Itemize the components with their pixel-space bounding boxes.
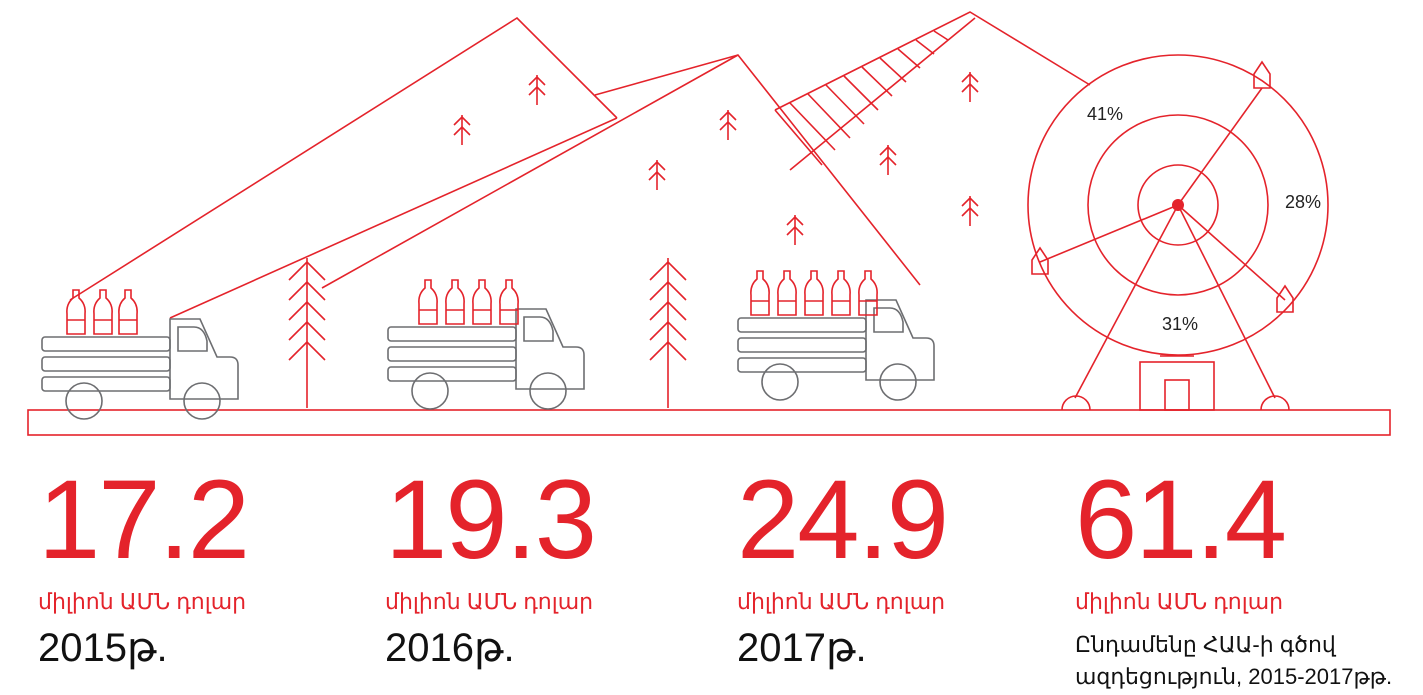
stat-period: 2015թ. <box>38 626 168 670</box>
stat-block: 17.2 միլիոն ԱՄՆ դոլար 2015թ. <box>38 457 378 671</box>
stat-unit: միլիոն ԱՄՆ դոլար <box>1075 589 1284 614</box>
trees <box>288 71 979 409</box>
stat-value: 24.9 <box>737 457 949 582</box>
share-label: 28% <box>1285 192 1321 212</box>
share-label: 41% <box>1087 104 1123 124</box>
illustration: 41% 28% 31% <box>27 11 1391 436</box>
ground <box>27 409 1391 436</box>
share-label: 31% <box>1162 314 1198 334</box>
ferris-wheel: 41% 28% 31% <box>1027 54 1329 411</box>
stat-value: 19.3 <box>385 457 597 582</box>
mountains <box>69 11 1091 319</box>
stat-block: 19.3 միլիոն ԱՄՆ դոլար 2016թ. <box>385 457 725 671</box>
stat-unit: միլիոն ԱՄՆ դոլար <box>38 589 247 614</box>
trucks <box>41 270 935 420</box>
stat-block: 24.9 միլիոն ԱՄՆ դոլար 2017թ. <box>737 457 1077 671</box>
stat-value: 61.4 <box>1075 457 1287 582</box>
stat-period: 2016թ. <box>385 626 515 670</box>
stat-unit: միլիոն ԱՄՆ դոլար <box>737 589 946 614</box>
stat-unit: միլիոն ԱՄՆ դոլար <box>385 589 594 614</box>
stat-period: 2017թ. <box>737 626 867 670</box>
stat-block: 61.4 միլիոն ԱՄՆ դոլար Ընդամենը ՀԱԱ-ի գծով … <box>1075 457 1415 693</box>
stat-period: Ընդամենը ՀԱԱ-ի գծով ազդեցություն, 2015-2… <box>1075 632 1393 689</box>
stat-value: 17.2 <box>38 457 250 582</box>
